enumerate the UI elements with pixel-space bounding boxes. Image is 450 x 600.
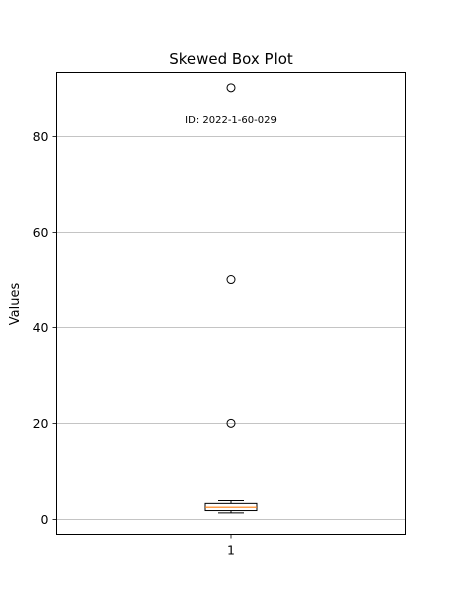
y-tick-label: 60: [33, 225, 49, 240]
y-tick-label: 40: [33, 320, 49, 335]
grid-lines: [56, 136, 406, 520]
chart-title: Skewed Box Plot: [169, 50, 293, 68]
x-tick-label: 1: [227, 543, 235, 558]
outlier-point: [226, 83, 236, 93]
y-tick-label: 20: [33, 416, 49, 431]
id-annotation: ID: 2022-1-60-029: [185, 115, 277, 126]
outlier-point: [226, 418, 236, 428]
y-tick-label: 80: [33, 129, 49, 144]
y-tick-label: 0: [41, 512, 49, 527]
plot-marks: [204, 83, 258, 514]
outlier-point: [226, 275, 236, 285]
axis-ticks: 0 20 40 60 80 1: [33, 129, 235, 558]
y-axis-label: Values: [8, 283, 23, 326]
